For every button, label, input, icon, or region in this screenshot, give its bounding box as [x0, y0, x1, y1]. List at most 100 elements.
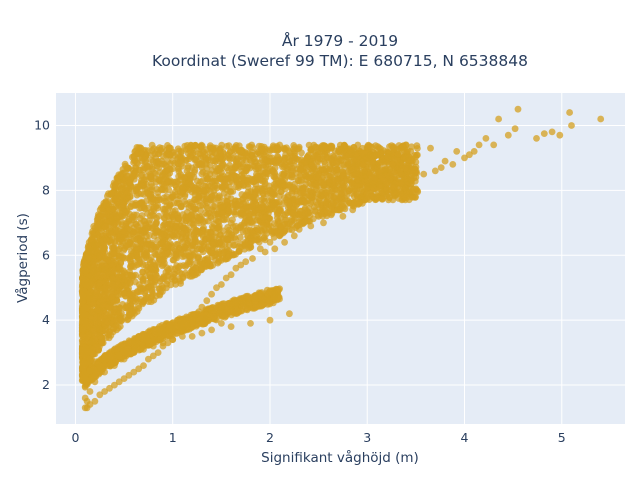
scatter-point	[88, 308, 96, 316]
scatter-point	[412, 158, 420, 166]
scatter-point	[290, 196, 298, 203]
scatter-point	[197, 143, 204, 151]
scatter-point	[123, 302, 131, 309]
scatter-point	[249, 178, 257, 186]
scatter-point	[325, 178, 333, 186]
scatter-point	[209, 239, 217, 247]
scatter-point	[155, 212, 163, 220]
scatter-point	[174, 145, 182, 153]
scatter-point	[150, 232, 158, 240]
scatter-point	[283, 209, 291, 217]
scatter-point	[314, 153, 322, 161]
scatter-point	[358, 149, 366, 157]
scatter-point	[341, 205, 349, 213]
scatter-point	[271, 146, 279, 154]
scatter-point	[185, 178, 193, 186]
scatter-point	[139, 268, 147, 276]
scatter-point	[179, 211, 187, 218]
scatter-point	[152, 270, 159, 278]
scatter-point	[414, 151, 421, 159]
scatter-point	[216, 175, 224, 182]
scatter-point	[163, 167, 171, 175]
scatter-point	[351, 156, 358, 163]
scatter-point	[101, 235, 109, 243]
scatter-point	[165, 186, 173, 194]
scatter-point	[185, 258, 192, 266]
scatter-point	[168, 220, 176, 228]
scatter-point	[95, 319, 102, 327]
scatter-point	[110, 324, 118, 332]
scatter-point	[169, 191, 177, 199]
scatter-point	[197, 202, 204, 210]
scatter-point	[225, 253, 233, 260]
scatter-point	[218, 141, 226, 149]
scatter-point	[259, 146, 267, 154]
scatter-point	[206, 170, 214, 178]
scatter-points	[78, 105, 605, 412]
scatter-point	[266, 288, 273, 296]
scatter-point	[130, 235, 138, 243]
scatter-point	[335, 145, 343, 153]
scatter-point	[258, 221, 265, 229]
scatter-point	[99, 297, 106, 305]
scatter-point	[315, 195, 323, 203]
scatter-point	[348, 149, 356, 157]
scatter-point	[242, 167, 250, 175]
scatter-point	[192, 228, 200, 236]
scatter-point	[216, 231, 224, 239]
scatter-point	[273, 227, 280, 235]
scatter-point	[122, 184, 130, 192]
chart-title-line-1: År 1979 - 2019	[282, 31, 398, 50]
scatter-point	[214, 224, 222, 232]
scatter-point	[297, 156, 305, 164]
scatter-point	[340, 141, 348, 149]
scatter-point	[141, 205, 149, 213]
scatter-point	[132, 271, 140, 279]
scatter-point	[155, 158, 162, 165]
scatter-point	[82, 320, 90, 327]
scatter-point	[279, 173, 286, 181]
scatter-point	[227, 148, 234, 156]
scatter-point	[285, 163, 292, 170]
scatter-point	[188, 188, 196, 196]
scatter-point	[413, 142, 421, 150]
scatter-point	[114, 190, 122, 198]
scatter-point	[187, 211, 195, 219]
scatter-point	[394, 150, 402, 158]
scatter-point	[306, 192, 314, 199]
scatter-point	[179, 230, 187, 237]
scatter-point	[175, 172, 183, 180]
scatter-point	[259, 214, 267, 222]
scatter-point	[182, 156, 190, 164]
scatter-point	[305, 151, 313, 159]
scatter-point	[105, 252, 113, 260]
scatter-point	[170, 178, 178, 186]
scatter-point	[363, 195, 371, 203]
scatter-point	[379, 189, 386, 197]
scatter-point	[259, 190, 267, 198]
scatter-point	[288, 218, 295, 225]
scatter-point	[331, 185, 339, 193]
scatter-point	[137, 144, 145, 152]
scatter-point	[289, 209, 297, 217]
scatter-point	[212, 149, 219, 157]
scatter-point	[126, 279, 134, 287]
scatter-point	[117, 315, 125, 323]
scatter-point	[169, 157, 176, 165]
scatter-point	[92, 259, 100, 267]
scatter-point	[142, 152, 150, 160]
scatter-point	[236, 147, 244, 155]
scatter-point	[90, 232, 98, 240]
scatter-point	[369, 159, 377, 166]
scatter-point	[348, 180, 356, 187]
scatter-point	[90, 268, 97, 276]
scatter-point	[231, 210, 239, 218]
scatter-point	[156, 285, 164, 292]
scatter-point	[339, 169, 347, 177]
scatter-point	[316, 204, 324, 212]
scatter-point	[265, 170, 272, 178]
scatter-point	[312, 143, 320, 151]
scatter-point	[333, 176, 341, 183]
scatter-point	[247, 158, 255, 165]
scatter-point	[184, 271, 191, 279]
